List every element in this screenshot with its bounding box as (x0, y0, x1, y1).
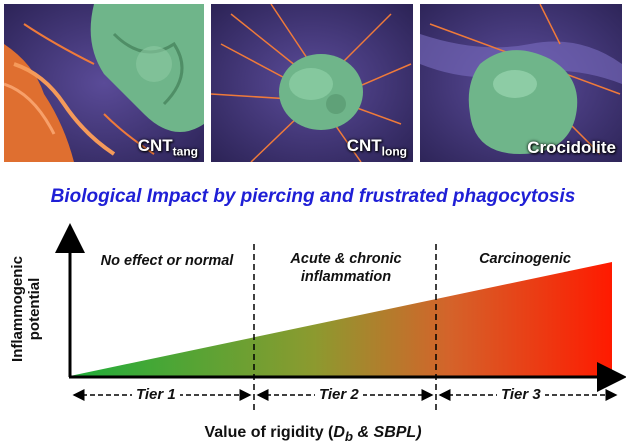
region-label-carcinogenic: Carcinogenic (479, 251, 571, 267)
region-label-inflammation-line1: Acute & chronic (290, 251, 402, 267)
tier-3-label: Tier 3 (497, 386, 545, 403)
x-axis-label-db-sub: b (344, 429, 354, 445)
micrograph-crocidolite: Crocidolite (420, 4, 622, 162)
y-axis-label: Inflammogenic potential (9, 249, 43, 369)
inflammation-gradient-wedge (70, 262, 612, 376)
y-axis-label-line2: potential (26, 277, 43, 341)
micrograph-cnt-tang: CNTtang (4, 4, 204, 162)
micrograph-label-cnt-tang: CNTtang (137, 135, 198, 158)
region-label-inflammation-line2: inflammation (300, 269, 392, 285)
headline: Biological Impact by piercing and frustr… (50, 186, 576, 207)
x-axis-label-db: D (333, 424, 345, 441)
x-axis-label-suffix: & SBPL) (353, 424, 422, 441)
tier-2-label: Tier 2 (315, 386, 363, 403)
region-label-no-effect: No effect or normal (100, 253, 234, 269)
micrograph-label-crocidolite: Crocidolite (527, 138, 616, 157)
x-axis-label-prefix: Value of rigidity ( (204, 424, 334, 441)
x-axis-label: Value of rigidity (Db & SBPL) (0, 424, 626, 444)
micrograph-label-cnt-long: CNTlong (346, 135, 407, 158)
region-label-inflammation: Acute & chronic inflammation (256, 250, 436, 286)
micrograph-cnt-long: CNTlong (211, 4, 413, 162)
tier-1-label: Tier 1 (132, 386, 180, 403)
y-axis-label-line1: Inflammogenic (9, 256, 26, 362)
